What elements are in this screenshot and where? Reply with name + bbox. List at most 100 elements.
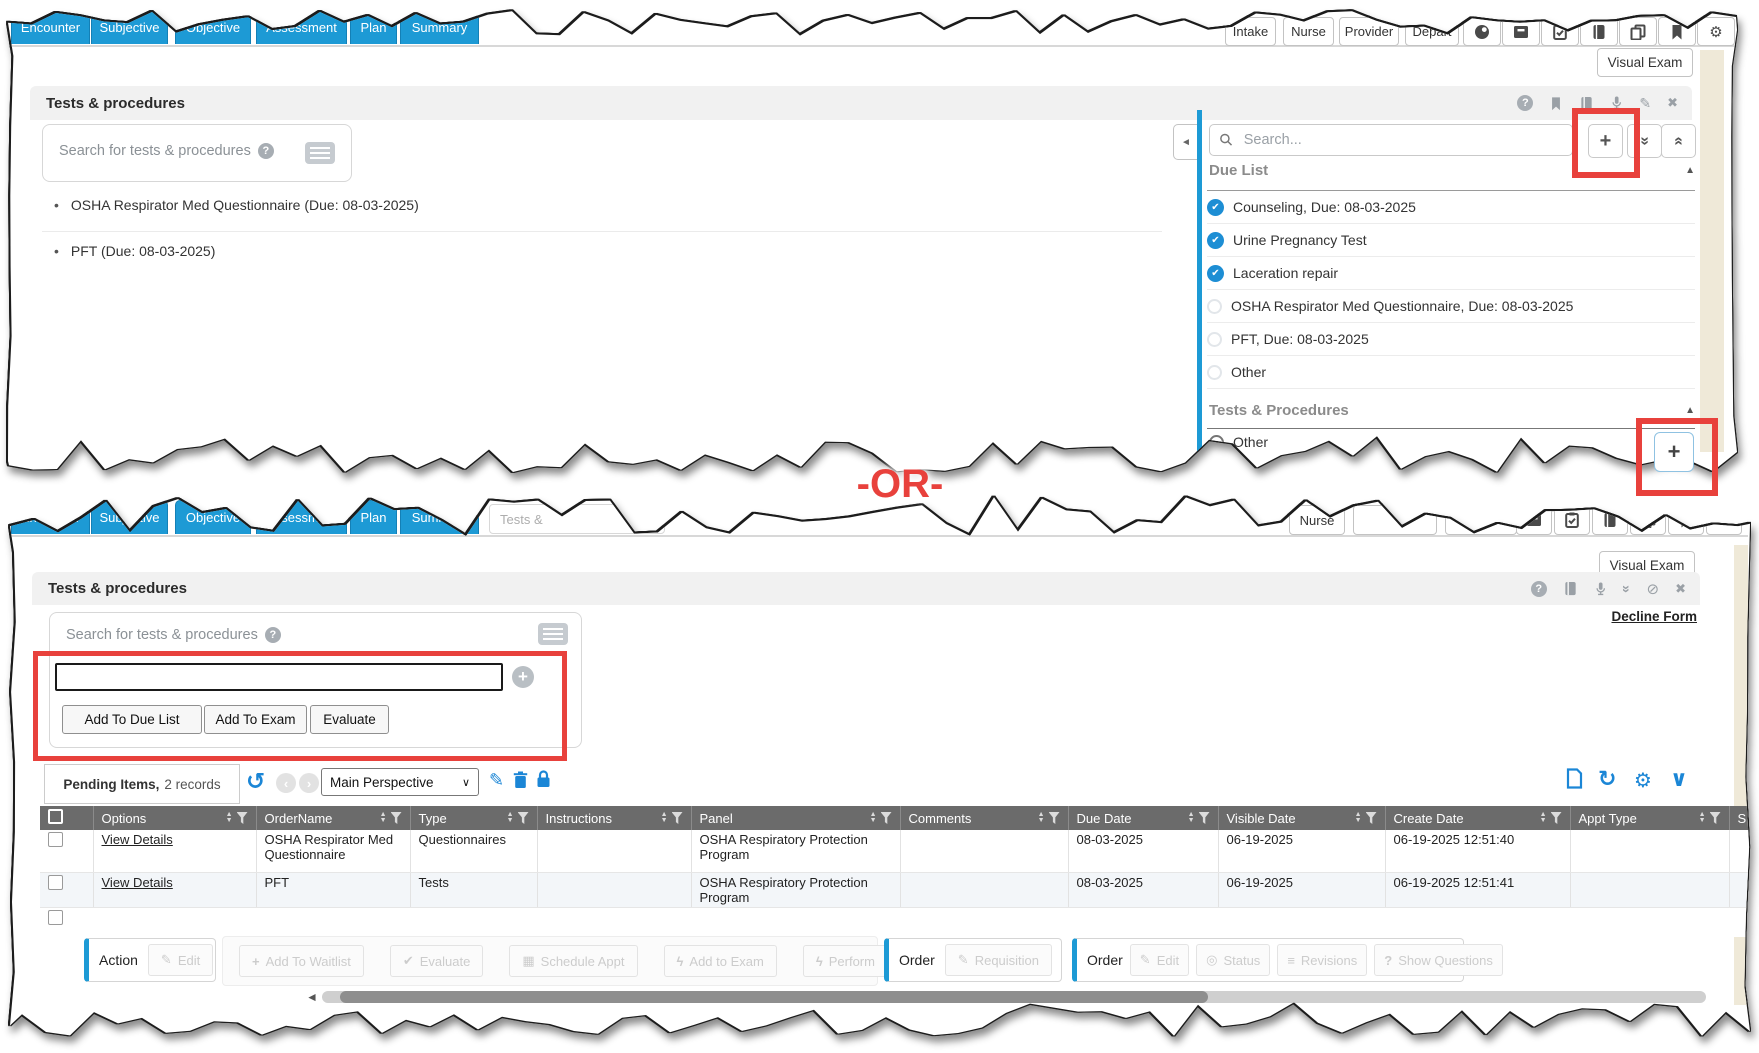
due-list-item[interactable]: ✔ Counseling, Due: 08-03-2025 [1207, 191, 1695, 224]
sidebar-search[interactable] [1209, 124, 1573, 156]
edit-button[interactable]: ✎ Edit [147, 944, 214, 976]
view-details-link[interactable]: View Details [101, 874, 173, 890]
sort-icon[interactable]: ▲ ▼ [869, 811, 877, 824]
filter-icon[interactable] [671, 812, 683, 824]
sort-icon[interactable]: ▲ ▼ [379, 811, 387, 824]
column-appt-type[interactable]: Appt Type ▲ ▼ [1570, 806, 1730, 830]
collapse-section-icon[interactable]: ▲ [1685, 405, 1695, 416]
collapse-section-icon[interactable]: ▲ [1685, 165, 1695, 176]
bookmark-icon[interactable] [1668, 505, 1704, 535]
list-view-icon[interactable] [538, 623, 568, 645]
revisions-button[interactable]: ≡ Revisions [1277, 944, 1368, 976]
add-test-button[interactable]: + [1654, 432, 1694, 472]
filter-icon[interactable] [1198, 812, 1210, 824]
filter-icon[interactable] [1550, 812, 1562, 824]
filter-icon[interactable] [1365, 812, 1377, 824]
bookmark-icon[interactable] [1549, 96, 1563, 111]
tab-summary[interactable]: Summary [400, 500, 479, 534]
add-to-exam-button[interactable]: ϟ Add to Exam [663, 945, 777, 977]
filter-icon[interactable] [236, 812, 248, 824]
add-new-order-button[interactable]: + [1588, 124, 1623, 158]
row-checkbox[interactable] [48, 832, 63, 847]
ban-icon[interactable]: ⊘ [1646, 580, 1660, 598]
new-document-icon[interactable] [1566, 768, 1583, 794]
due-list-item[interactable]: Other [1207, 356, 1695, 389]
filter-icon[interactable] [1048, 812, 1060, 824]
prev-icon[interactable]: ‹ [276, 773, 296, 793]
lock-icon[interactable] [536, 770, 551, 793]
add-to-waitlist-button[interactable]: + Add To Waitlist [239, 945, 364, 977]
sort-icon[interactable]: ▲ ▼ [1037, 811, 1045, 824]
trash-icon[interactable] [513, 771, 528, 794]
due-list-item[interactable]: PFT, Due: 08-03-2025 [1207, 323, 1695, 356]
perspective-select[interactable]: Main Perspective ∨ [321, 768, 479, 796]
select-all-checkbox[interactable] [48, 809, 63, 824]
schedule-appt-button[interactable]: ▦ Schedule Appt [509, 945, 638, 977]
order-edit-button[interactable]: ✎ Edit [1129, 944, 1190, 976]
clipboard-check-icon[interactable] [1554, 505, 1590, 535]
tab-assessment[interactable]: Assessment [256, 500, 347, 534]
status-button[interactable]: ◎ Status [1196, 944, 1271, 976]
due-list-item[interactable]: ✔ Laceration repair [1207, 257, 1695, 290]
help-icon[interactable]: ? [1530, 580, 1547, 597]
perform-button[interactable]: ϟ Perform [802, 945, 888, 977]
copy-icon[interactable] [1630, 505, 1666, 535]
scroll-left-icon[interactable]: ◄ [306, 990, 318, 1004]
nurse-button[interactable]: Nurse [1283, 17, 1334, 46]
provider-button[interactable] [1353, 505, 1437, 535]
column-due-date[interactable]: Due Date ▲ ▼ [1068, 806, 1219, 830]
tests-search-widget[interactable]: Search for tests & procedures? [42, 124, 352, 182]
gear-icon[interactable]: ⚙ [1634, 770, 1652, 792]
due-list-section-header[interactable]: Due List ▲ [1209, 162, 1695, 179]
tab-plan[interactable]: Plan [350, 500, 397, 534]
list-view-icon[interactable] [305, 142, 335, 164]
gears-icon[interactable]: ⚙ [1697, 17, 1735, 46]
scrollbar-thumb[interactable] [340, 991, 1208, 1003]
intake-button[interactable]: Intake [1225, 17, 1276, 46]
filter-icon[interactable] [517, 812, 529, 824]
filter-icon[interactable] [1709, 812, 1721, 824]
tab-encounter[interactable]: Encounter [11, 500, 90, 534]
column-create-date[interactable]: Create Date ▲ ▼ [1385, 806, 1571, 830]
column-s-partial[interactable]: S [1729, 806, 1750, 830]
sort-icon[interactable]: ▲ ▼ [1539, 811, 1547, 824]
sidebar-search-input[interactable] [1241, 131, 1563, 149]
tab-objective[interactable]: Objective [175, 500, 251, 534]
depart-button[interactable] [1445, 505, 1517, 535]
due-list-item[interactable]: ✔ Urine Pregnancy Test [1207, 224, 1695, 257]
visual-exam-button[interactable]: Visual Exam [1597, 48, 1693, 77]
column-comments[interactable]: Comments ▲ ▼ [900, 806, 1069, 830]
gears-icon[interactable]: ⚙ [1706, 505, 1742, 535]
add-icon[interactable]: + [512, 666, 534, 688]
view-details-link[interactable]: View Details [101, 832, 173, 847]
due-list-item[interactable]: OSHA Respirator Med Questionnaire, Due: … [1207, 290, 1695, 323]
collapse-grid-icon[interactable]: ∨ [1670, 766, 1688, 791]
book-icon[interactable] [1563, 581, 1578, 596]
sort-icon[interactable]: ▲ ▼ [225, 811, 233, 824]
help-icon[interactable]: ? [1517, 95, 1534, 111]
add-to-due-list-button[interactable]: Add To Due List [62, 705, 202, 734]
sidebar-collapse-button[interactable]: ◄ [1173, 124, 1199, 160]
book-icon[interactable] [1592, 505, 1628, 535]
close-icon[interactable]: ✖ [1675, 580, 1686, 596]
sort-icon[interactable]: ▲ ▼ [660, 811, 668, 824]
sort-icon[interactable]: ▲ ▼ [1698, 811, 1706, 824]
filter-icon[interactable] [880, 812, 892, 824]
select-all-header[interactable] [40, 806, 94, 830]
torn-note-field[interactable]: Tests & [489, 504, 665, 534]
expand-all-icon[interactable]: » [1627, 124, 1662, 158]
filter-icon[interactable] [390, 812, 402, 824]
column-type[interactable]: Type ▲ ▼ [410, 806, 538, 830]
column-instructions[interactable]: Instructions ▲ ▼ [537, 806, 692, 830]
sort-icon[interactable]: ▲ ▼ [506, 811, 514, 824]
pencil-icon[interactable]: ✎ [489, 770, 505, 790]
evaluate-button[interactable]: Evaluate [310, 705, 389, 734]
column-options[interactable]: Options ▲ ▼ [93, 806, 257, 830]
column-ordername[interactable]: OrderName ▲ ▼ [256, 806, 411, 830]
evaluate-button[interactable]: ✔ Evaluate [389, 945, 484, 977]
column-panel[interactable]: Panel ▲ ▼ [691, 806, 901, 830]
row-checkbox[interactable] [48, 909, 63, 925]
pencil-icon[interactable]: ✎ [1639, 94, 1652, 111]
requisition-button[interactable]: ✎ Requisition [944, 944, 1053, 976]
tab-subjective[interactable]: Subjective [91, 500, 168, 534]
